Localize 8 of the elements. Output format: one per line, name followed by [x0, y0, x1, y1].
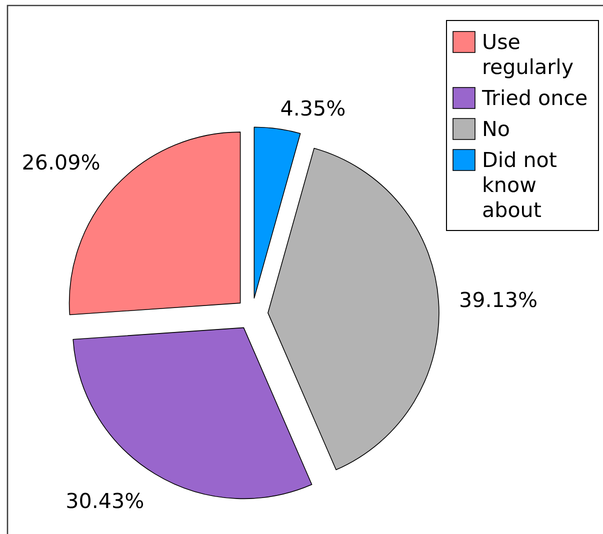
- data-label: 26.09%: [22, 150, 100, 175]
- legend-label: No: [482, 116, 512, 142]
- legend-label: Tried once: [482, 86, 589, 110]
- legend-label: Use regularly: [482, 30, 575, 80]
- data-label: 39.13%: [459, 288, 538, 312]
- data-label: 4.35%: [280, 96, 346, 120]
- data-label: 30.43%: [66, 488, 144, 513]
- legend-label: Did not know about: [482, 148, 558, 222]
